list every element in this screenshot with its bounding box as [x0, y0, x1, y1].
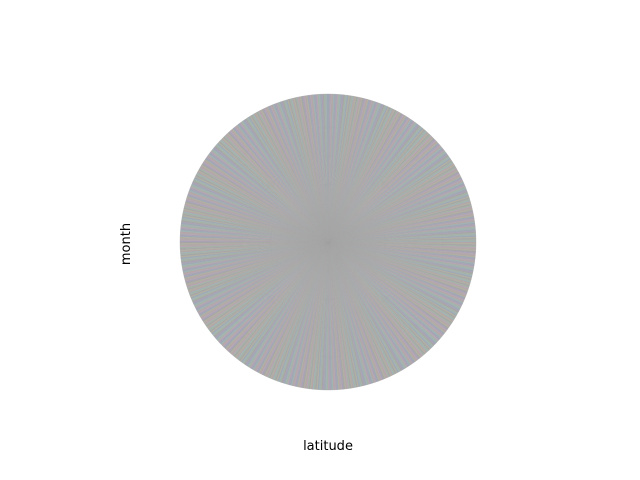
pie-slices: [179, 93, 477, 391]
x-axis-label: latitude: [303, 439, 353, 454]
y-axis-label: month: [119, 223, 134, 265]
pie-slice: [326, 93, 329, 243]
